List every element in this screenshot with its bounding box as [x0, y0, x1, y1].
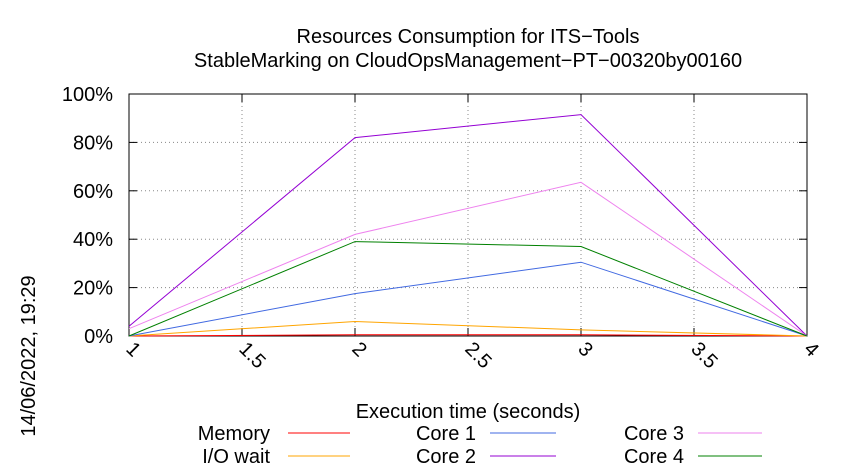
- series-line-memory: [128, 334, 808, 337]
- y-tick-label: 80%: [73, 132, 113, 154]
- x-tick-label: 3: [573, 338, 596, 361]
- x-tick-label: 4: [799, 338, 822, 361]
- y-tick-label: 60%: [73, 181, 113, 203]
- chart-title: Resources Consumption for ITS−Tools: [297, 26, 640, 48]
- y-tick-label: 20%: [73, 278, 113, 300]
- series-line-core-1: [128, 261, 808, 337]
- y-axis-ticks: 0% 20% 40% 60% 80% 100%: [62, 84, 807, 348]
- chart-subtitle: StableMarking on CloudOpsManagement−PT−0…: [194, 50, 742, 72]
- y-tick-label: 0%: [84, 326, 113, 348]
- x-axis-label: Execution time (seconds): [356, 401, 581, 423]
- timestamp-label: 14/06/2022, 19:29: [18, 275, 40, 436]
- x-tick-label: 2.5: [460, 338, 495, 373]
- series-line-i-o-wait: [128, 320, 808, 337]
- legend-label: Core 4: [624, 446, 684, 468]
- x-axis-ticks: 1 1.5 2 2.5 3 3.5 4: [121, 94, 823, 373]
- x-tick-label: 1.5: [234, 338, 269, 373]
- legend-label: Memory: [198, 423, 270, 445]
- legend-label: I/O wait: [202, 446, 270, 468]
- x-tick-label: 3.5: [686, 338, 721, 373]
- grid-lines: [129, 94, 807, 336]
- series-lines: [128, 114, 808, 337]
- series-line-core-4: [128, 241, 808, 337]
- series-line-core-3: [128, 181, 808, 337]
- x-tick-label: 1: [121, 338, 144, 361]
- legend-label: Core 3: [624, 423, 684, 445]
- x-tick-label: 2: [347, 338, 370, 361]
- series-line-core-2: [128, 114, 808, 337]
- y-tick-label: 100%: [62, 84, 113, 106]
- legend-label: Core 2: [416, 446, 476, 468]
- y-tick-label: 40%: [73, 229, 113, 251]
- legend-label: Core 1: [416, 423, 476, 445]
